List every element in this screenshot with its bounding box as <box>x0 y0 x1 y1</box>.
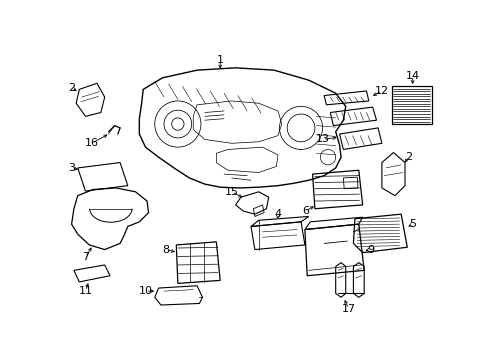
Text: 16: 16 <box>84 138 99 148</box>
Text: 13: 13 <box>315 134 329 144</box>
Text: 8: 8 <box>163 244 169 255</box>
Text: 9: 9 <box>366 244 373 255</box>
Text: 15: 15 <box>224 187 238 197</box>
Text: 2: 2 <box>68 83 75 93</box>
Text: 12: 12 <box>374 86 388 96</box>
Text: 4: 4 <box>274 209 281 219</box>
Text: 7: 7 <box>81 252 89 262</box>
Text: 3: 3 <box>68 163 75 173</box>
Text: 17: 17 <box>341 304 355 314</box>
Text: 10: 10 <box>138 286 152 296</box>
Text: 5: 5 <box>408 219 415 229</box>
Text: 11: 11 <box>78 286 92 296</box>
Text: 1: 1 <box>216 55 223 65</box>
Text: 14: 14 <box>405 71 419 81</box>
Text: 2: 2 <box>405 152 411 162</box>
Text: 6: 6 <box>302 206 308 216</box>
